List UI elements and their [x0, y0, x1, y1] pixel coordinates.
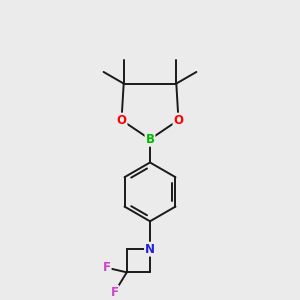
Text: F: F	[103, 261, 111, 274]
Text: N: N	[145, 243, 155, 256]
Text: O: O	[173, 114, 184, 127]
Text: O: O	[116, 114, 127, 127]
Text: B: B	[146, 133, 154, 146]
Text: F: F	[110, 286, 118, 299]
